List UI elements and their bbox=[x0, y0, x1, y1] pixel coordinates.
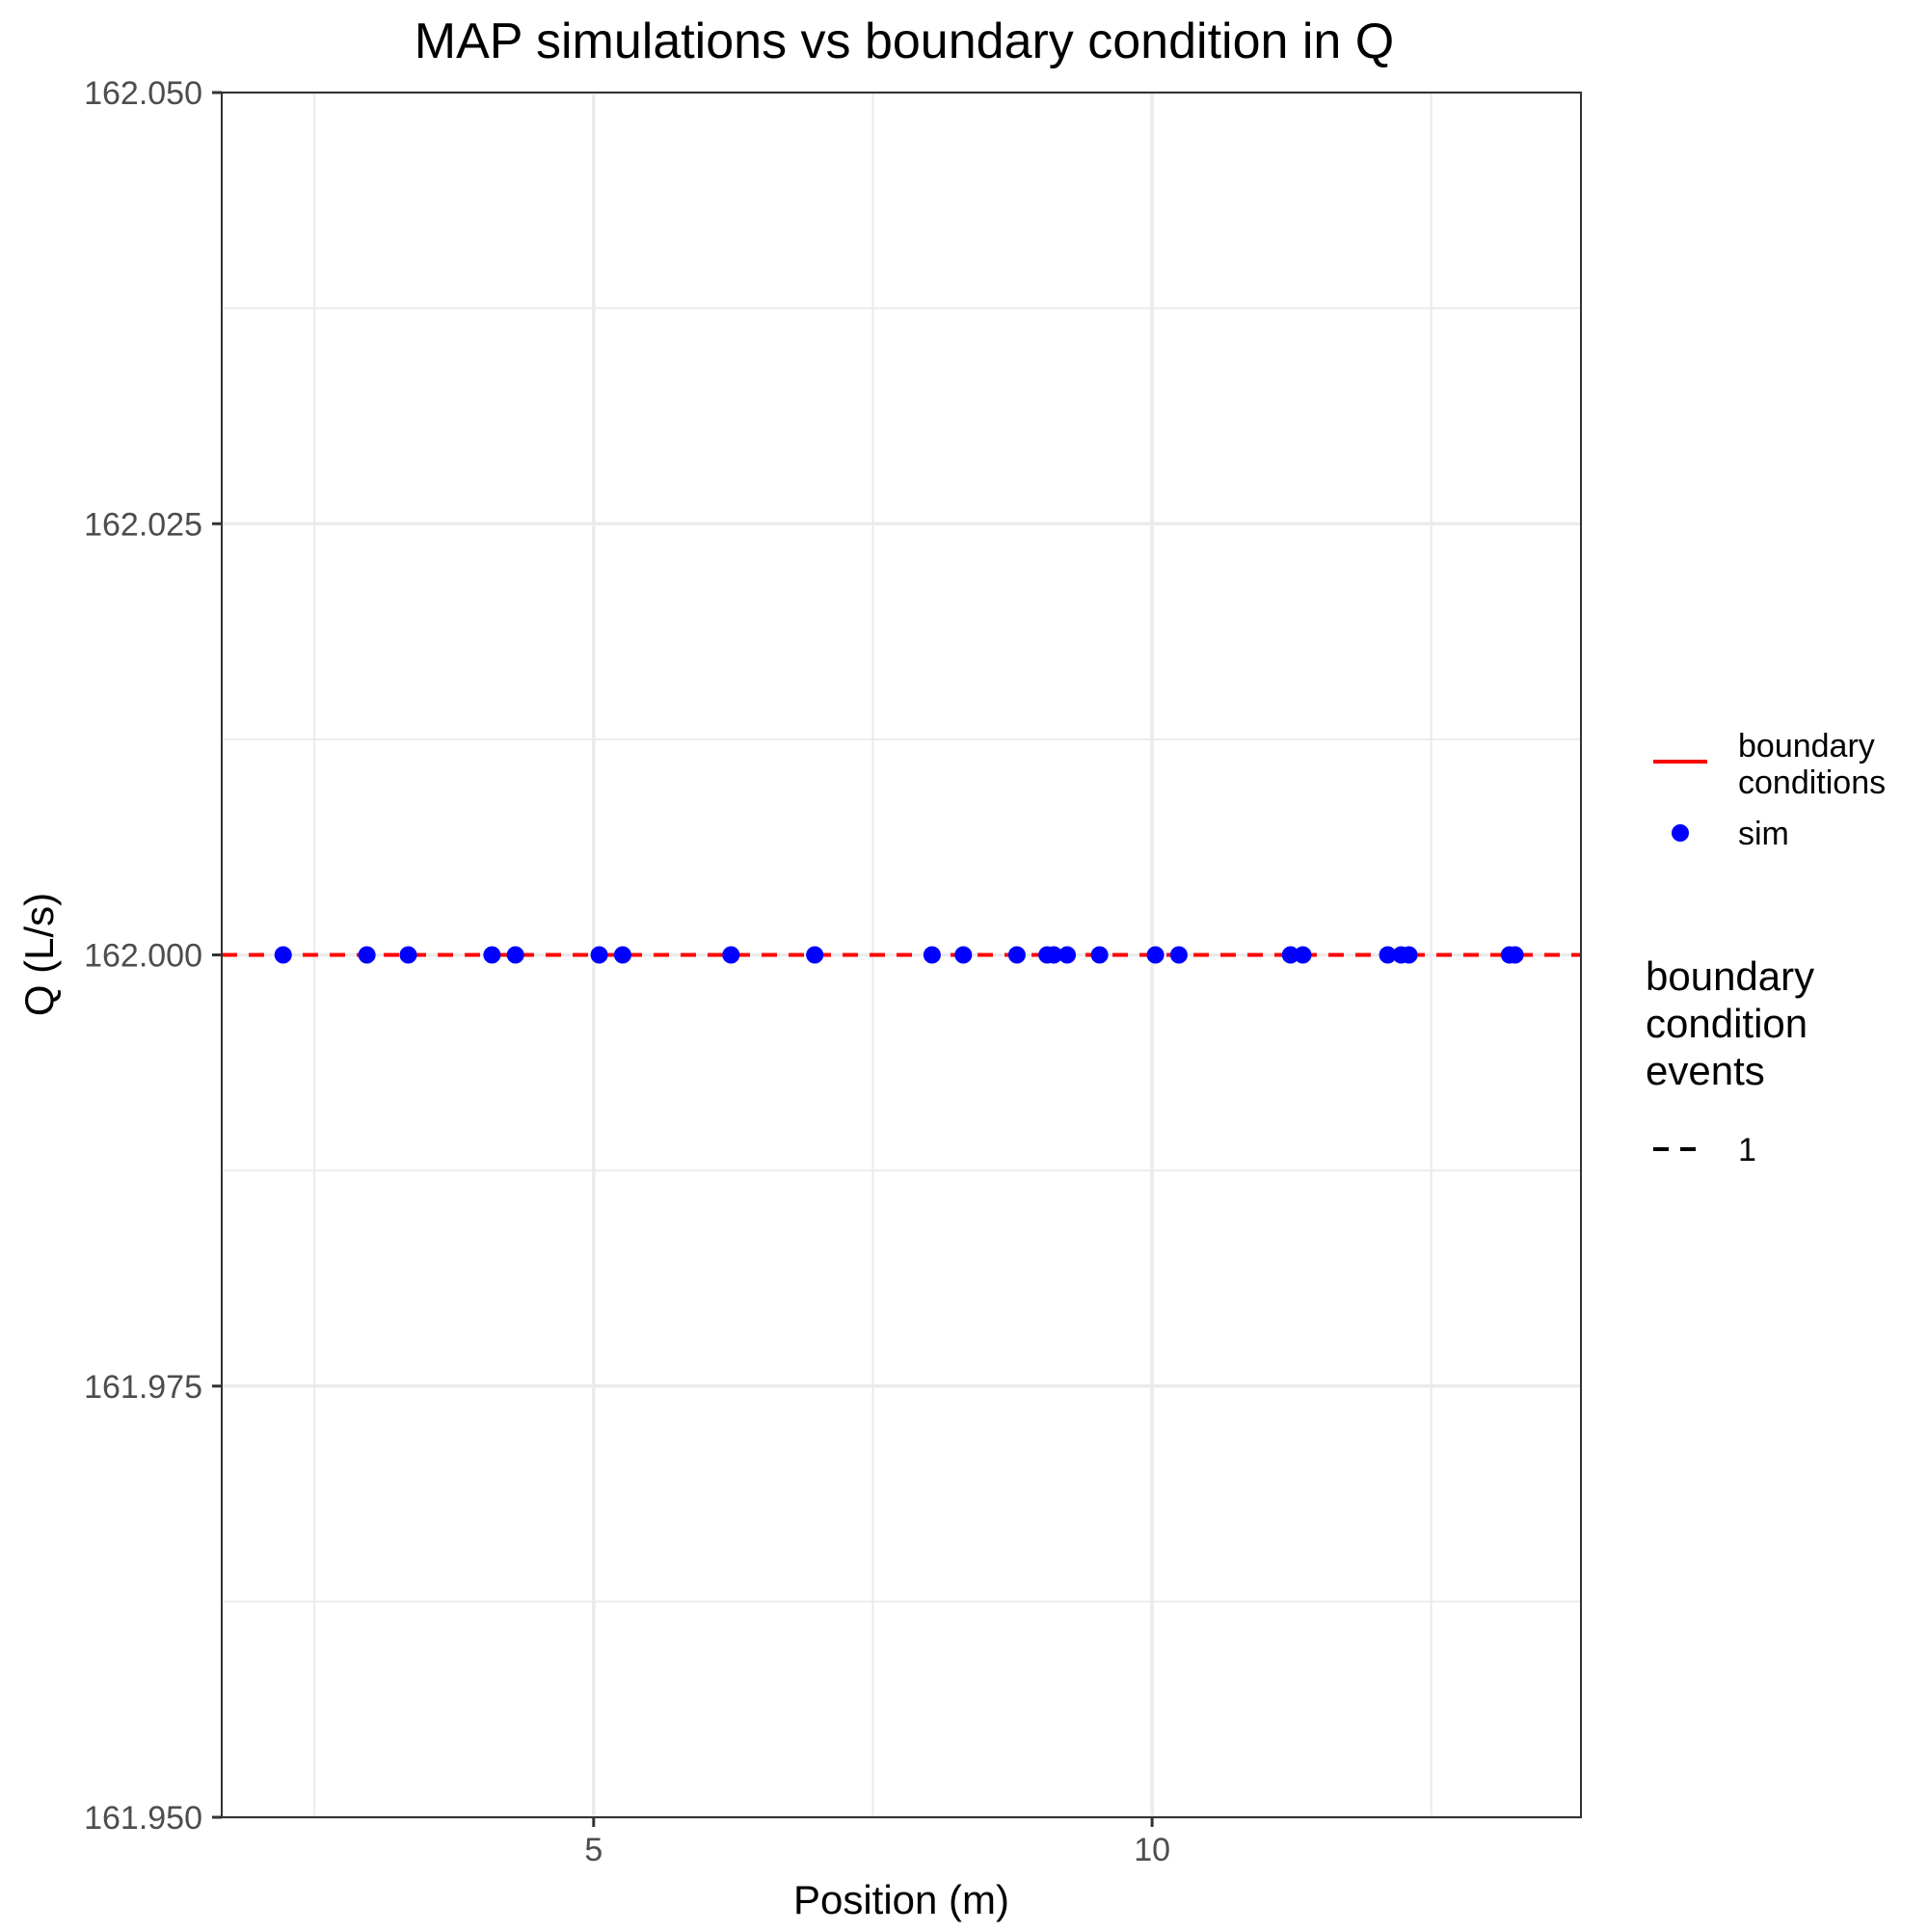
legend-label-boundary-conditions: boundary bbox=[1738, 728, 1875, 765]
legend-title-boundary-condition-events: condition bbox=[1646, 1001, 1808, 1046]
sim-point bbox=[923, 946, 941, 964]
sim-point bbox=[1058, 946, 1077, 964]
x-tick-label: 10 bbox=[1134, 1832, 1170, 1868]
legend-label-boundary-conditions: conditions bbox=[1738, 765, 1886, 801]
legend: boundaryconditionssimboundaryconditionev… bbox=[1646, 728, 1886, 1168]
chart-title: MAP simulations vs boundary condition in… bbox=[415, 13, 1394, 69]
sim-point bbox=[399, 946, 417, 964]
sim-point bbox=[722, 946, 740, 964]
legend-key-sim bbox=[1672, 824, 1689, 842]
legend-label-sim: sim bbox=[1738, 816, 1789, 852]
sim-point bbox=[1146, 946, 1165, 964]
x-tick-label: 5 bbox=[584, 1832, 602, 1868]
legend-title-boundary-condition-events: events bbox=[1646, 1048, 1765, 1093]
y-tick-label: 162.050 bbox=[84, 75, 202, 112]
sim-point bbox=[506, 946, 524, 964]
sim-point bbox=[954, 946, 973, 964]
sim-point bbox=[1400, 946, 1418, 964]
sim-point bbox=[1294, 946, 1312, 964]
sim-point bbox=[1045, 946, 1063, 964]
sim-point bbox=[483, 946, 501, 964]
sim-point bbox=[590, 946, 608, 964]
sim-point bbox=[1379, 946, 1397, 964]
sim-point bbox=[613, 946, 631, 964]
sim-point bbox=[1007, 946, 1026, 964]
y-tick-label: 162.025 bbox=[84, 506, 202, 543]
sim-point bbox=[358, 946, 376, 964]
legend-title-boundary-condition-events: boundary bbox=[1646, 953, 1814, 999]
sim-point bbox=[806, 946, 824, 964]
y-tick-label: 162.000 bbox=[84, 938, 202, 975]
y-axis-title: Q (L/s) bbox=[16, 893, 62, 1016]
data-layer bbox=[222, 946, 1581, 964]
legend-label-events-1: 1 bbox=[1738, 1132, 1756, 1168]
axis-layer: 5 10 161.950 161.975 162.000 162.025 162.050 bbox=[84, 75, 1170, 1868]
x-axis-title: Position (m) bbox=[793, 1877, 1009, 1922]
sim-point bbox=[1090, 946, 1109, 964]
sim-point bbox=[1506, 946, 1524, 964]
sim-point bbox=[1169, 946, 1188, 964]
sim-point bbox=[1281, 946, 1299, 964]
y-tick-label: 161.950 bbox=[84, 1800, 202, 1837]
y-tick-label: 161.975 bbox=[84, 1369, 202, 1406]
sim-point bbox=[274, 946, 292, 964]
